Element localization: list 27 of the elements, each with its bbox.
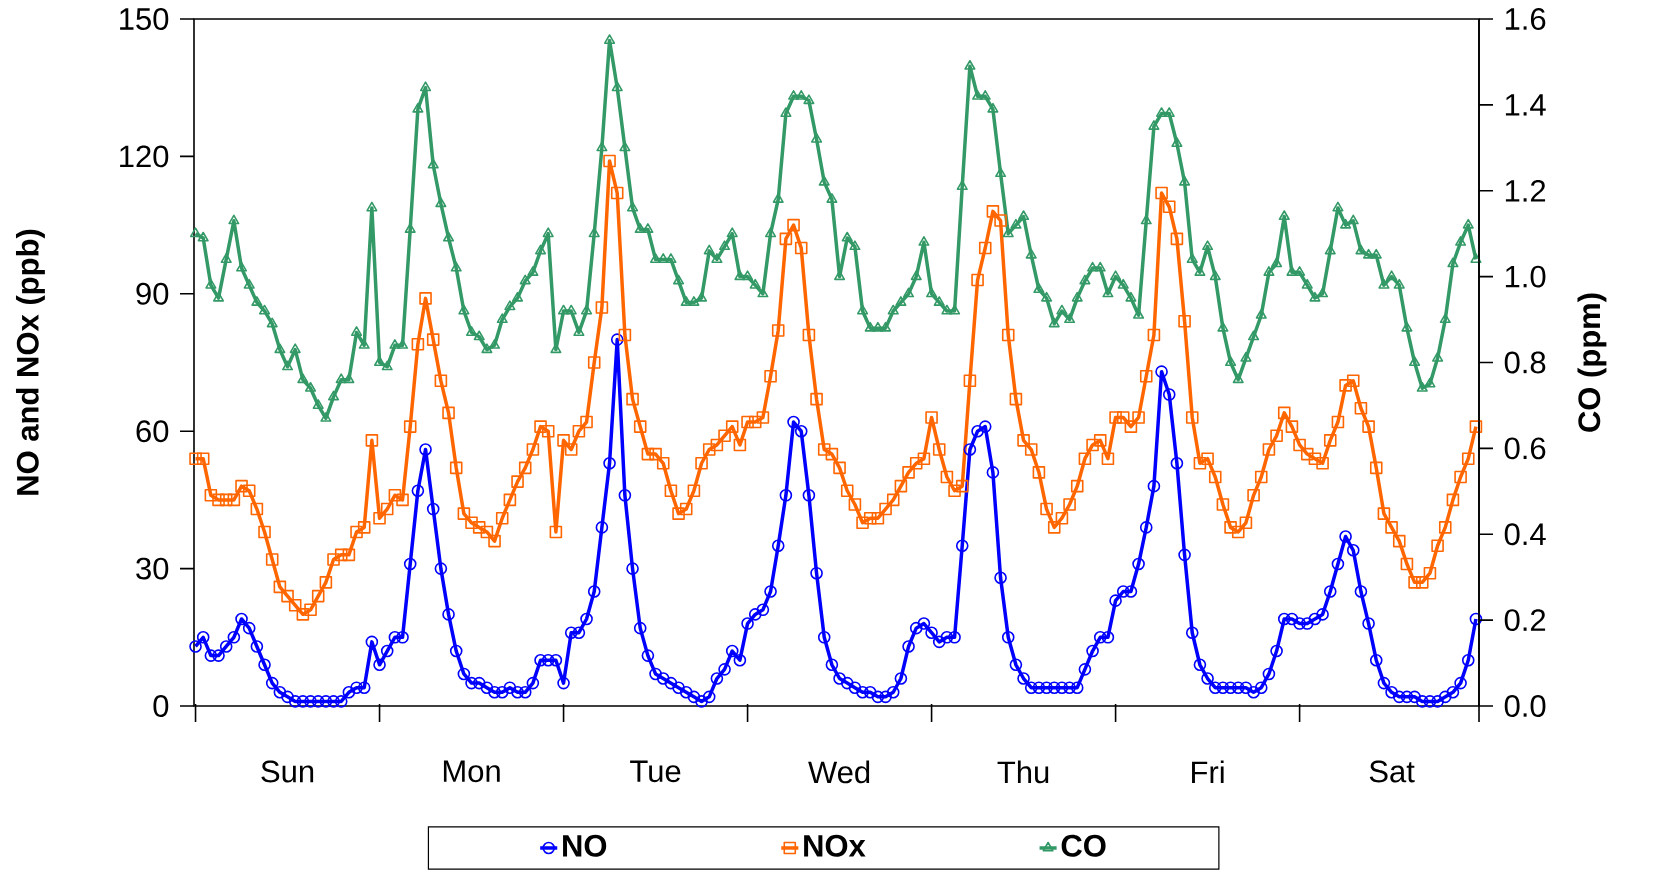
legend-label: NOx	[804, 834, 866, 857]
y2-tick-label: 0.6	[1504, 437, 1546, 460]
legend-label: NO	[563, 834, 607, 857]
y-axis-title: NO and NOx (ppb)	[15, 229, 45, 495]
y-tick-label: 60	[136, 420, 169, 443]
y2-tick-label: 1.2	[1505, 179, 1546, 202]
x-tick-label: Mon	[443, 760, 500, 783]
x-tick-label: Sat	[1369, 760, 1415, 783]
x-tick-label: Tue	[630, 760, 681, 783]
y2-tick-label: 1.0	[1505, 265, 1546, 288]
y2-tick-label: 0.4	[1504, 523, 1546, 546]
y2-tick-label: 0.2	[1504, 609, 1546, 632]
y-tick-label: 30	[136, 557, 169, 580]
x-tick-label: Sun	[261, 760, 314, 783]
y2-axis-title: CO (ppm)	[1577, 293, 1607, 432]
y-tick-label: 0	[153, 695, 169, 717]
y2-tick-label: 0.8	[1504, 351, 1546, 374]
x-tick-label: Wed	[808, 760, 870, 784]
y-tick-label: 90	[136, 282, 169, 305]
y-tick-label: 150	[120, 8, 169, 30]
x-tick-label: Thu	[997, 760, 1049, 784]
y-tick-label: 120	[120, 145, 169, 168]
legend-label: CO	[1061, 834, 1106, 857]
x-tick-label: Fri	[1192, 760, 1224, 783]
y2-tick-label: 1.4	[1505, 94, 1546, 116]
y2-tick-label: 0.0	[1504, 695, 1546, 717]
y2-tick-label: 1.6	[1505, 8, 1546, 30]
